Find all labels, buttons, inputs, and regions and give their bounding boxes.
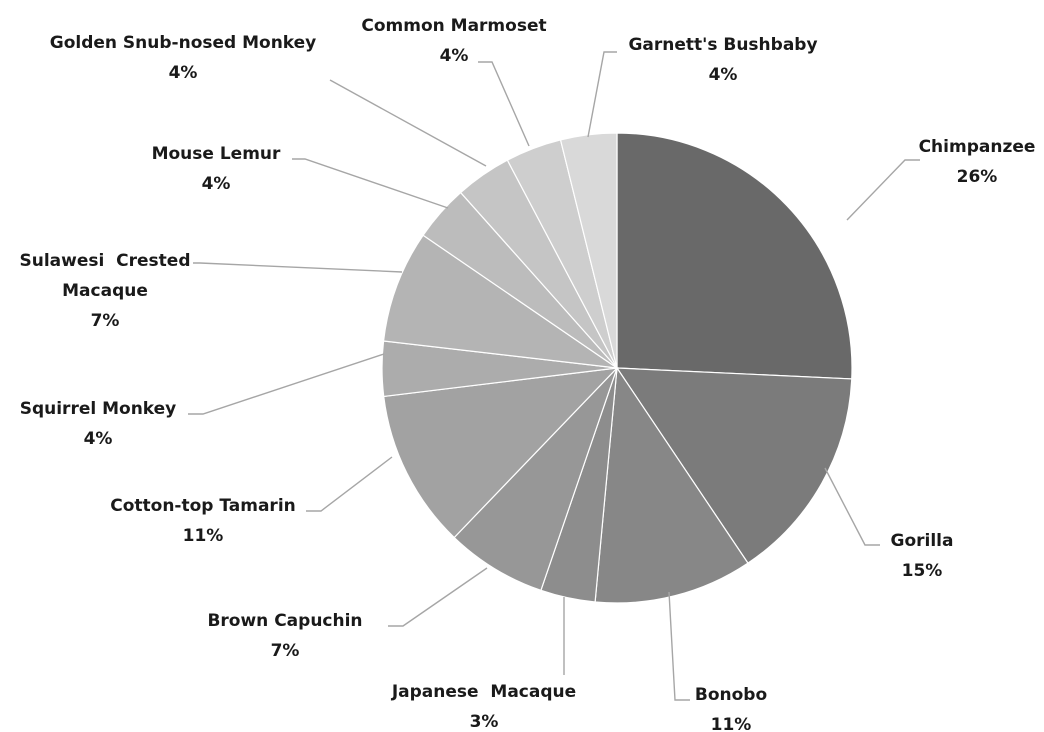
data-label-golden-snub-nosed-monkey: Golden Snub-nosed Monkey 4% [50,33,317,83]
data-label-cotton-top-tamarin: Cotton-top Tamarin 11% [110,496,296,546]
slice-percent-squirrel-monkey: 4% [84,429,113,449]
slices-layer [381,132,853,604]
slice-percent-gorilla: 15% [902,561,943,581]
pie-slice-chimpanzee [616,132,853,380]
slice-label-sulawesi-crested-macaque: Macaque [62,281,148,301]
slice-percent-japanese-macaque: 3% [470,712,499,732]
slice-percent-bonobo: 11% [711,715,752,732]
slice-percent-brown-capuchin: 7% [271,641,300,661]
slice-label-bonobo: Bonobo [695,685,767,705]
pie-slice-bonobo [594,366,749,604]
slice-label-sulawesi-crested-macaque: Sulawesi Crested [20,251,191,271]
data-label-mouse-lemur: Mouse Lemur 4% [152,144,281,194]
leader-line-common-marmoset [478,61,530,147]
data-label-squirrel-monkey: Squirrel Monkey 4% [20,399,177,449]
data-label-common-marmoset: Common Marmoset 4% [361,16,546,66]
labels-layer: Chimpanzee 26% Gorilla 15% Bonobo 11% Japanese… [20,16,1036,732]
leader-line-gorilla [824,467,880,546]
data-label-bonobo: Bonobo 11% [695,685,767,732]
leader-line-garnett-s-bushbaby [587,51,617,138]
leader-line-cotton-top-tamarin [306,456,393,512]
slice-label-common-marmoset: Common Marmoset [361,16,546,36]
data-label-chimpanzee: Chimpanzee 26% [919,137,1036,187]
pie-slice-brown-capuchin [453,367,618,592]
slice-label-squirrel-monkey: Squirrel Monkey [20,399,177,419]
data-label-japanese-macaque: Japanese Macaque 3% [391,682,576,732]
slice-percent-chimpanzee: 26% [957,167,998,187]
slice-percent-cotton-top-tamarin: 11% [183,526,224,546]
pie-slice-sulawesi-crested-macaque [382,234,618,369]
slice-label-gorilla: Gorilla [891,531,954,551]
slice-label-brown-capuchin: Brown Capuchin [207,611,362,631]
data-label-garnett-s-bushbaby: Garnett's Bushbaby 4% [628,35,817,85]
leader-line-brown-capuchin [388,567,488,627]
leader-line-sulawesi-crested-macaque [193,262,403,273]
slice-label-cotton-top-tamarin: Cotton-top Tamarin [110,496,296,516]
slice-percent-common-marmoset: 4% [440,46,469,66]
data-label-brown-capuchin: Brown Capuchin 7% [207,611,362,661]
data-label-gorilla: Gorilla 15% [891,531,954,581]
pie-slice-gorilla [615,367,853,564]
slice-percent-mouse-lemur: 4% [202,174,231,194]
leader-line-squirrel-monkey [188,353,385,415]
leader-line-golden-snub-nosed-monkey [329,79,487,167]
leader-line-bonobo [668,591,690,701]
leader-line-chimpanzee [846,159,920,221]
slice-label-mouse-lemur: Mouse Lemur [152,144,281,164]
slice-label-japanese-macaque: Japanese Macaque [391,682,576,702]
slice-percent-sulawesi-crested-macaque: 7% [91,311,120,331]
slice-label-chimpanzee: Chimpanzee [919,137,1036,157]
slice-label-garnett-s-bushbaby: Garnett's Bushbaby [628,35,817,55]
slice-label-golden-snub-nosed-monkey: Golden Snub-nosed Monkey [50,33,317,53]
slice-percent-garnett-s-bushbaby: 4% [709,65,738,85]
leader-line-mouse-lemur [292,158,449,209]
slice-percent-golden-snub-nosed-monkey: 4% [169,63,198,83]
data-label-sulawesi-crested-macaque: Sulawesi Crested Macaque 7% [20,251,191,331]
leaders-layer [188,51,920,701]
pie-slice-cotton-top-tamarin [383,367,619,539]
